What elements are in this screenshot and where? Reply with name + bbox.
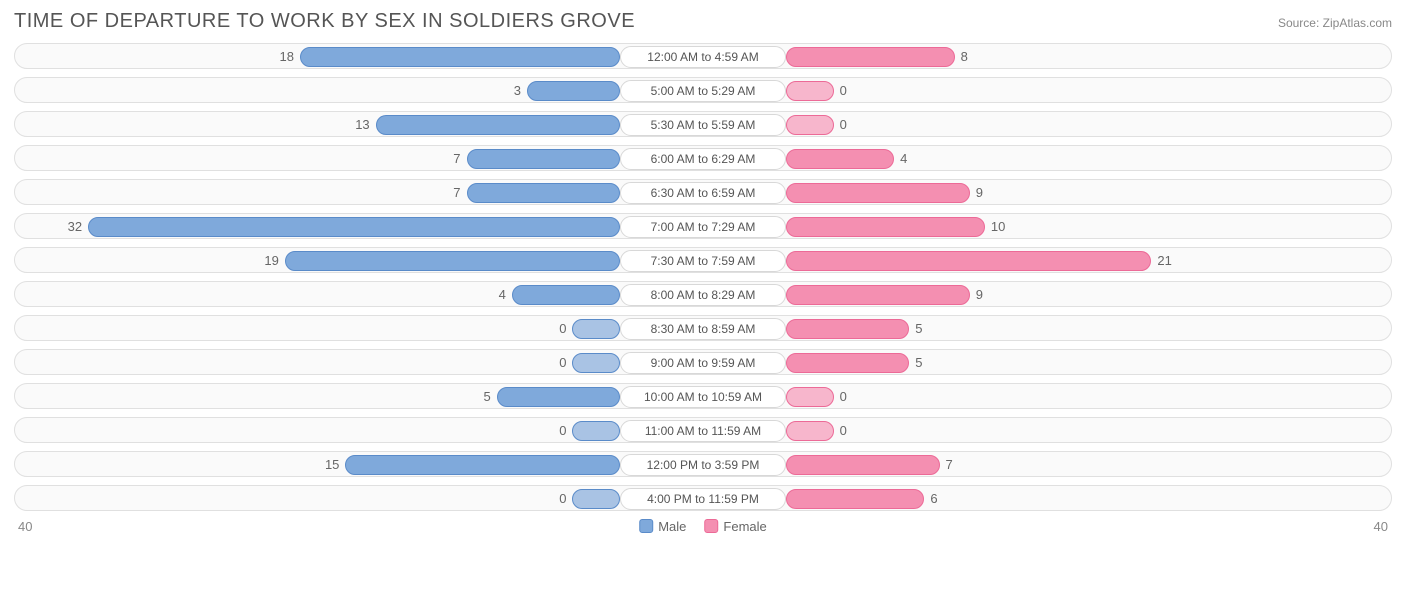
row-label: 5:30 AM to 5:59 AM	[620, 114, 785, 136]
male-bar	[285, 251, 621, 271]
row-label: 4:00 PM to 11:59 PM	[620, 488, 785, 510]
female-bar	[786, 285, 970, 305]
row-label: 7:30 AM to 7:59 AM	[620, 250, 785, 272]
male-bar	[572, 319, 620, 339]
male-bar	[572, 353, 620, 373]
female-value: 0	[840, 78, 847, 104]
male-bar	[467, 149, 621, 169]
male-value: 0	[559, 350, 566, 376]
male-swatch-icon	[639, 519, 653, 533]
male-value: 3	[514, 78, 521, 104]
chart-header: TIME OF DEPARTURE TO WORK BY SEX IN SOLD…	[14, 10, 1392, 33]
chart-row: 5 10:00 AM to 10:59 AM 0	[14, 383, 1392, 409]
chart-row: 0 11:00 AM to 11:59 AM 0	[14, 417, 1392, 443]
female-bar	[786, 183, 970, 203]
row-label: 8:00 AM to 8:29 AM	[620, 284, 785, 306]
female-bar	[786, 387, 834, 407]
chart-row: 7 6:30 AM to 6:59 AM 9	[14, 179, 1392, 205]
female-value: 5	[915, 350, 922, 376]
female-value: 9	[976, 180, 983, 206]
female-bar	[786, 115, 834, 135]
male-value: 7	[453, 180, 460, 206]
female-value: 0	[840, 384, 847, 410]
female-value: 9	[976, 282, 983, 308]
axis-max-left: 40	[18, 519, 32, 534]
male-bar	[572, 421, 620, 441]
legend: Male Female	[639, 519, 767, 534]
chart-title: TIME OF DEPARTURE TO WORK BY SEX IN SOLD…	[14, 10, 635, 33]
axis-max-right: 40	[1374, 519, 1388, 534]
row-label: 12:00 AM to 4:59 AM	[620, 46, 785, 68]
chart-row: 13 5:30 AM to 5:59 AM 0	[14, 111, 1392, 137]
female-value: 4	[900, 146, 907, 172]
male-value: 15	[325, 452, 339, 478]
female-value: 0	[840, 418, 847, 444]
female-bar	[786, 81, 834, 101]
female-bar	[786, 319, 910, 339]
chart-row: 0 8:30 AM to 8:59 AM 5	[14, 315, 1392, 341]
chart-footer: 40 Male Female 40	[14, 519, 1392, 539]
female-bar	[786, 217, 985, 237]
female-value: 10	[991, 214, 1005, 240]
male-value: 0	[559, 316, 566, 342]
chart-row: 3 5:00 AM to 5:29 AM 0	[14, 77, 1392, 103]
legend-male: Male	[639, 519, 686, 534]
chart-row: 32 7:00 AM to 7:29 AM 10	[14, 213, 1392, 239]
female-bar	[786, 47, 955, 67]
female-value: 8	[961, 44, 968, 70]
male-value: 19	[264, 248, 278, 274]
chart-source: Source: ZipAtlas.com	[1278, 16, 1392, 30]
male-value: 0	[559, 418, 566, 444]
female-value: 5	[915, 316, 922, 342]
male-value: 5	[484, 384, 491, 410]
row-label: 8:30 AM to 8:59 AM	[620, 318, 785, 340]
chart-row: 0 4:00 PM to 11:59 PM 6	[14, 485, 1392, 511]
male-value: 32	[68, 214, 82, 240]
female-value: 0	[840, 112, 847, 138]
female-bar	[786, 149, 895, 169]
row-label: 9:00 AM to 9:59 AM	[620, 352, 785, 374]
male-value: 4	[499, 282, 506, 308]
female-value: 6	[930, 486, 937, 512]
row-label: 7:00 AM to 7:29 AM	[620, 216, 785, 238]
male-value: 18	[280, 44, 294, 70]
male-bar	[300, 47, 620, 67]
female-bar	[786, 251, 1152, 271]
male-bar	[512, 285, 621, 305]
row-label: 12:00 PM to 3:59 PM	[620, 454, 785, 476]
row-label: 11:00 AM to 11:59 AM	[620, 420, 785, 442]
chart-row: 4 8:00 AM to 8:29 AM 9	[14, 281, 1392, 307]
row-label: 6:00 AM to 6:29 AM	[620, 148, 785, 170]
female-swatch-icon	[704, 519, 718, 533]
male-bar	[497, 387, 621, 407]
chart-row: 0 9:00 AM to 9:59 AM 5	[14, 349, 1392, 375]
male-value: 7	[453, 146, 460, 172]
diverging-bar-chart: 18 12:00 AM to 4:59 AM 8 3 5:00 AM to 5:29 A…	[14, 43, 1392, 511]
chart-row: 7 6:00 AM to 6:29 AM 4	[14, 145, 1392, 171]
female-bar	[786, 455, 940, 475]
male-bar	[467, 183, 621, 203]
male-bar	[572, 489, 620, 509]
row-label: 6:30 AM to 6:59 AM	[620, 182, 785, 204]
female-bar	[786, 489, 925, 509]
chart-row: 18 12:00 AM to 4:59 AM 8	[14, 43, 1392, 69]
male-bar	[345, 455, 620, 475]
chart-row: 19 7:30 AM to 7:59 AM 21	[14, 247, 1392, 273]
male-bar	[527, 81, 620, 101]
female-value: 21	[1157, 248, 1171, 274]
male-value: 0	[559, 486, 566, 512]
female-bar	[786, 353, 910, 373]
female-value: 7	[946, 452, 953, 478]
male-bar	[376, 115, 621, 135]
legend-female: Female	[704, 519, 766, 534]
row-label: 10:00 AM to 10:59 AM	[620, 386, 785, 408]
female-bar	[786, 421, 834, 441]
male-value: 13	[355, 112, 369, 138]
male-bar	[88, 217, 620, 237]
chart-row: 15 12:00 PM to 3:59 PM 7	[14, 451, 1392, 477]
row-label: 5:00 AM to 5:29 AM	[620, 80, 785, 102]
